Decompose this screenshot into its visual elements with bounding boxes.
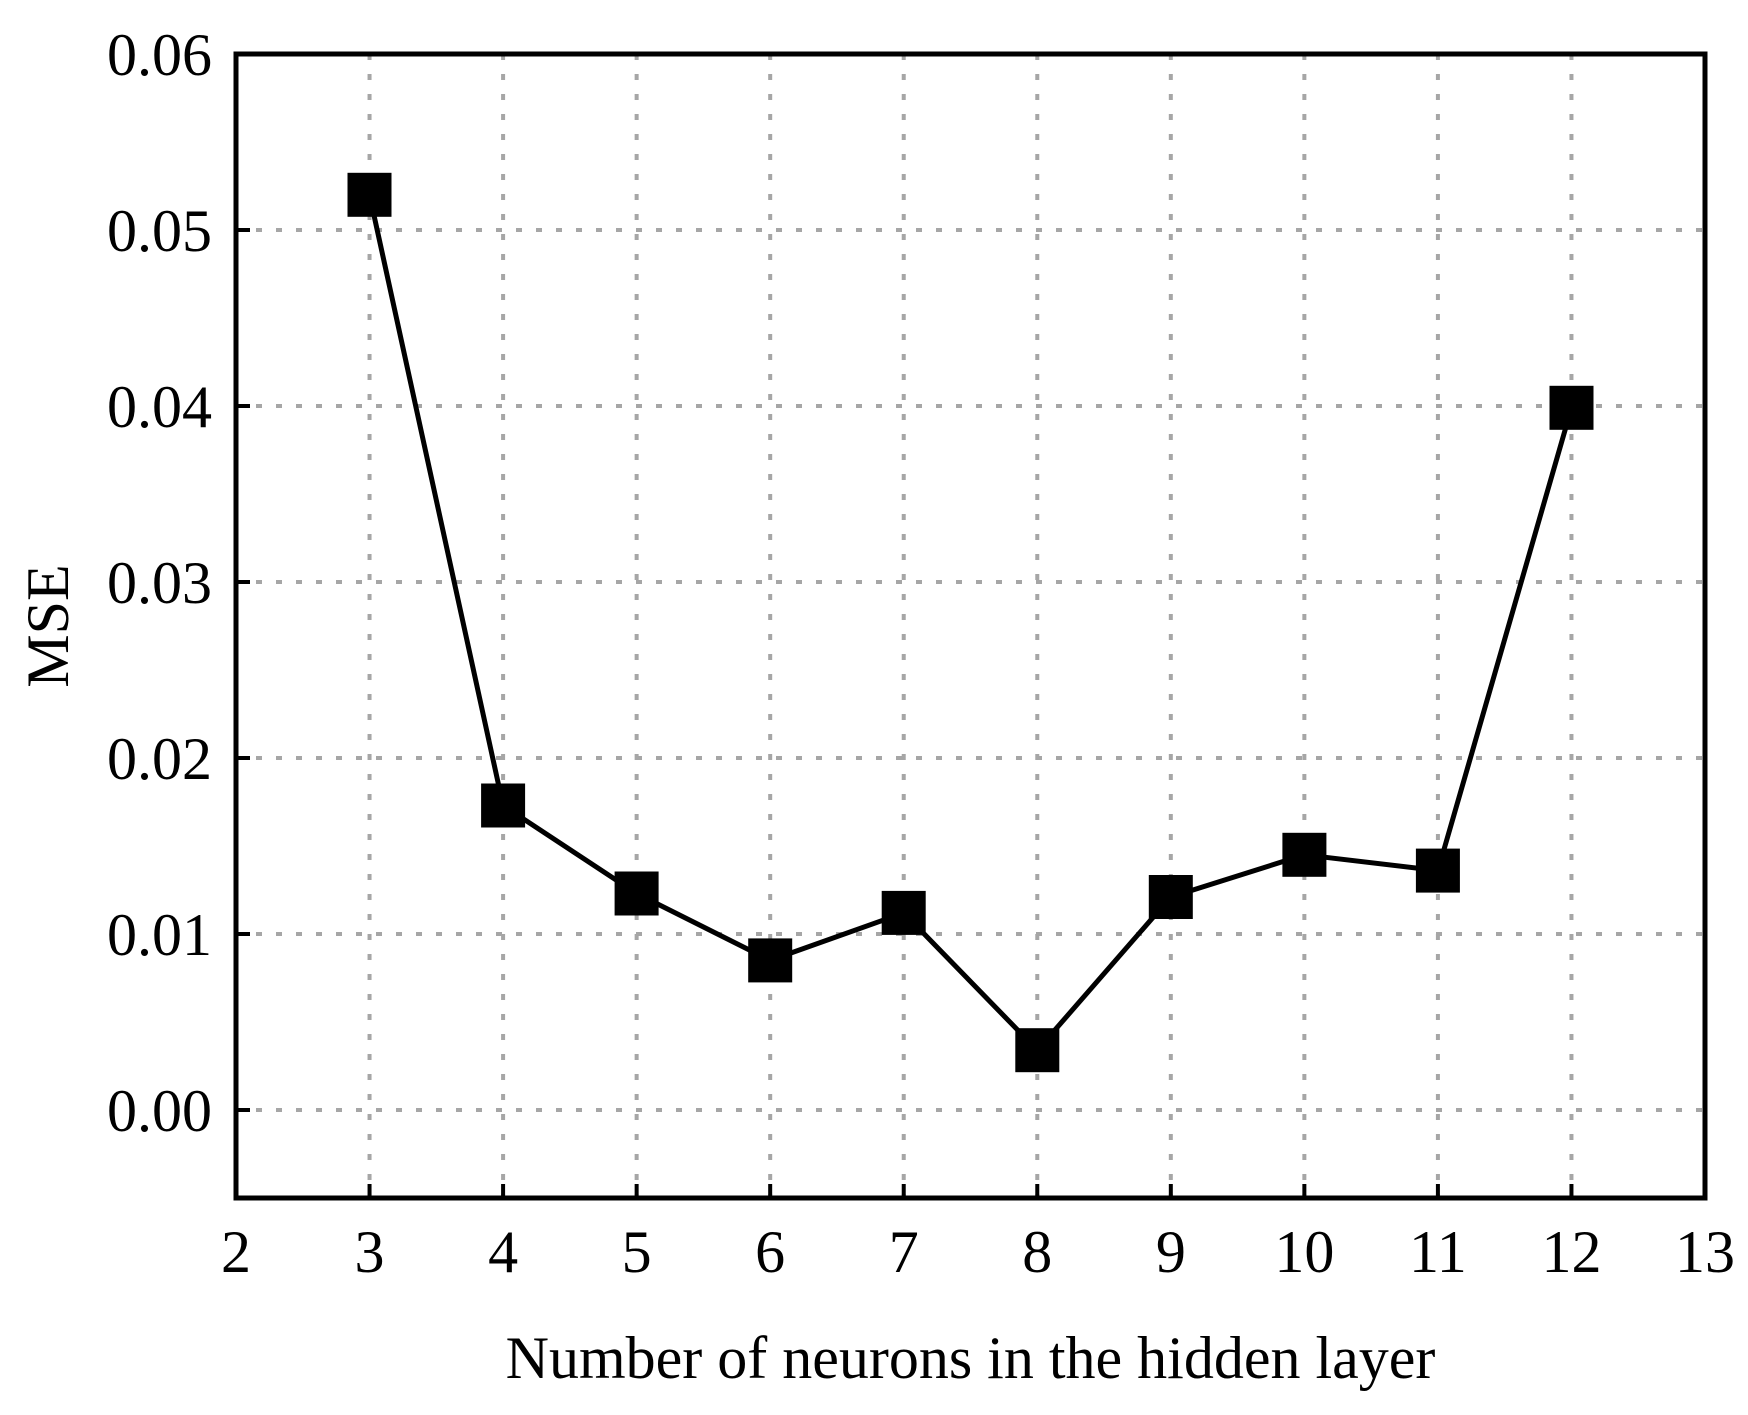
- x-tick-label: 11: [1409, 1219, 1467, 1285]
- tick-layer: 2 3 4 5 6 7 8 9 10 11 12 13 0.00 0.01 0.02 0.03 0.04 0.05…: [107, 22, 1735, 1285]
- x-tick-label: 8: [1022, 1219, 1052, 1285]
- x-tick-label: 5: [622, 1219, 652, 1285]
- y-axis-title: MSE: [15, 564, 81, 687]
- x-tick-label: 6: [755, 1219, 785, 1285]
- x-tick-label: 3: [355, 1219, 385, 1285]
- data-point-marker: [1282, 832, 1327, 877]
- x-tick-label: 4: [488, 1219, 518, 1285]
- y-tick-label: 0.00: [107, 1078, 212, 1144]
- x-tick-label: 2: [221, 1219, 251, 1285]
- y-tick-label: 0.04: [107, 374, 212, 440]
- data-point-marker: [347, 172, 392, 217]
- x-tick-label: 10: [1274, 1219, 1334, 1285]
- y-tick-label: 0.02: [107, 726, 212, 792]
- y-tick-label: 0.06: [107, 22, 212, 88]
- x-tick-label: 13: [1675, 1219, 1735, 1285]
- series-line: [367, 194, 1574, 1053]
- x-axis-title: Number of neurons in the hidden layer: [506, 1325, 1436, 1391]
- y-tick-label: 0.05: [107, 198, 212, 264]
- data-point-marker: [481, 783, 526, 828]
- data-point-marker: [1015, 1028, 1060, 1073]
- data-point-marker: [1148, 875, 1193, 919]
- plot-frame-layer: [233, 51, 1708, 1201]
- x-tick-label: 12: [1541, 1219, 1601, 1285]
- data-point-marker: [1415, 848, 1460, 893]
- data-point-marker: [614, 871, 659, 916]
- y-tick-label: 0.03: [107, 550, 212, 616]
- plot-frame: [233, 51, 1708, 1201]
- x-tick-label: 7: [889, 1219, 919, 1285]
- data-point-marker: [881, 890, 926, 935]
- series-layer: [347, 172, 1594, 1073]
- y-tick-label: 0.01: [107, 902, 212, 968]
- data-point-marker: [748, 938, 793, 983]
- grid-layer: [236, 54, 1705, 1198]
- data-point-marker: [1549, 385, 1594, 430]
- x-tick-label: 9: [1156, 1219, 1186, 1285]
